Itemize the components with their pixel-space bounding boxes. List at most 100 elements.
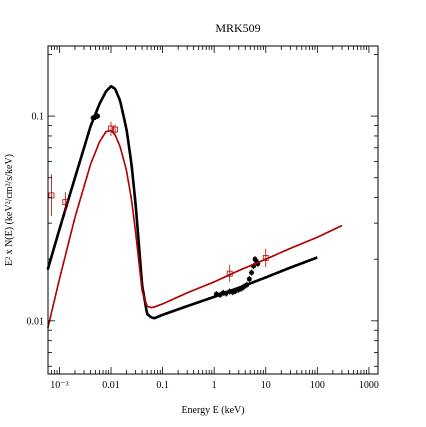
model-point xyxy=(257,261,259,264)
model-point xyxy=(306,240,309,243)
x-tick-label: 10⁻³ xyxy=(50,380,68,391)
model-point xyxy=(59,224,62,228)
model-point xyxy=(292,265,295,268)
model-point xyxy=(98,140,101,143)
data-point xyxy=(62,199,69,206)
model-point xyxy=(83,184,86,187)
model-point xyxy=(189,303,193,307)
model-point xyxy=(198,300,202,303)
model-point xyxy=(87,132,90,135)
data-point xyxy=(214,292,219,297)
model-point xyxy=(148,306,151,308)
model-point xyxy=(329,230,332,232)
model-point xyxy=(213,281,215,283)
model-point xyxy=(52,304,55,307)
data-point xyxy=(227,289,232,294)
model-point xyxy=(251,280,255,284)
model-point xyxy=(104,132,106,135)
model-line-0 xyxy=(46,84,318,320)
model-point xyxy=(99,100,103,103)
model-point xyxy=(108,85,112,89)
model-point xyxy=(252,263,254,266)
model-point xyxy=(316,236,319,238)
model-point xyxy=(127,144,131,147)
plot-frame xyxy=(47,45,379,375)
model-point xyxy=(150,306,153,309)
model-point xyxy=(254,262,257,265)
model-point xyxy=(156,305,158,307)
model-point xyxy=(161,303,164,305)
model-point xyxy=(215,279,218,282)
model-point xyxy=(70,230,73,233)
data-errorbars-3 xyxy=(48,121,269,282)
model-point xyxy=(137,260,140,262)
model-point xyxy=(208,297,211,300)
model-point xyxy=(117,140,119,143)
model-point xyxy=(314,237,317,240)
model-point xyxy=(67,241,70,244)
model-point xyxy=(57,282,60,285)
data-point xyxy=(95,114,100,119)
x-axis-label: Energy E (keV) xyxy=(181,405,244,416)
model-point xyxy=(207,283,210,285)
model-point xyxy=(158,314,162,318)
model-point xyxy=(56,235,59,238)
model-point xyxy=(166,300,169,303)
model-point xyxy=(327,231,330,234)
model-point xyxy=(332,228,335,231)
model-point xyxy=(272,254,275,257)
model-point xyxy=(174,297,176,300)
model-point xyxy=(279,270,283,273)
model-point xyxy=(153,306,156,308)
model-point xyxy=(101,136,104,139)
model-point xyxy=(124,124,127,127)
model-point xyxy=(52,245,56,249)
model-point xyxy=(152,316,155,320)
data-point xyxy=(221,290,226,295)
x-tick-label: 100 xyxy=(310,380,325,391)
model-point xyxy=(211,296,215,299)
model-point xyxy=(49,315,52,318)
model-point xyxy=(296,244,298,247)
model-point xyxy=(246,265,249,268)
model-curve-2 xyxy=(47,129,343,329)
model-point xyxy=(233,271,236,274)
model-point xyxy=(301,261,305,265)
model-point xyxy=(187,291,189,294)
model-point xyxy=(307,259,311,262)
model-point xyxy=(140,283,143,286)
model-point xyxy=(91,159,93,162)
model-point xyxy=(171,310,174,313)
plot-area xyxy=(46,84,343,329)
model-point xyxy=(282,268,286,272)
model-point xyxy=(73,220,75,223)
model-point xyxy=(298,262,302,266)
model-point xyxy=(124,167,127,170)
model-point xyxy=(267,274,270,278)
model-point xyxy=(275,253,278,256)
model-point xyxy=(324,232,327,235)
data-point xyxy=(255,261,260,266)
data-point xyxy=(226,270,233,277)
model-point xyxy=(167,311,171,314)
model-point xyxy=(105,89,109,92)
data-point xyxy=(218,292,223,297)
model-point xyxy=(205,284,208,287)
model-point xyxy=(322,233,324,236)
model-point xyxy=(181,293,184,296)
model-point xyxy=(171,298,174,301)
model-point xyxy=(313,256,317,260)
model-point xyxy=(83,142,87,145)
model-point xyxy=(121,110,124,114)
model-point xyxy=(273,272,277,276)
model-point xyxy=(340,225,342,227)
model-point xyxy=(239,269,241,271)
model-point xyxy=(220,277,223,280)
model-point xyxy=(293,245,296,248)
model-point xyxy=(288,247,291,250)
data-point xyxy=(239,286,244,291)
model-point xyxy=(86,175,88,178)
model-point xyxy=(285,249,288,251)
data-point xyxy=(112,126,119,133)
model-point xyxy=(254,279,258,283)
